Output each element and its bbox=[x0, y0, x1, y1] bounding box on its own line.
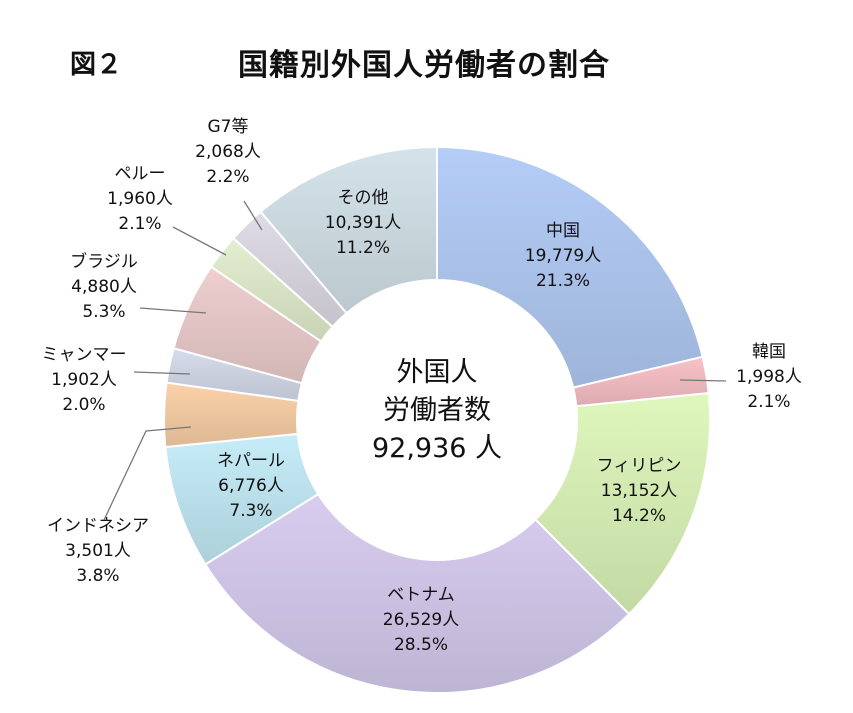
center-line-2: 労働者数 bbox=[383, 395, 491, 426]
slices-group bbox=[163, 145, 711, 694]
slice-label-pct-6: 3.8% bbox=[76, 566, 119, 586]
slice-label-count-2: 1,998人 bbox=[736, 367, 802, 387]
center-line-3: 92,936 人 bbox=[372, 433, 502, 464]
slice-label-count-9: 1,960人 bbox=[107, 189, 173, 209]
slice-label-count-7: 1,902人 bbox=[51, 370, 117, 390]
figure-number: 図２ bbox=[70, 50, 123, 80]
slice-label-name-3: フィリピン bbox=[597, 456, 682, 476]
slice-label-name-7: ミャンマー bbox=[42, 345, 127, 365]
slice-4 bbox=[203, 492, 631, 694]
slice-label-name-4: ベトナム bbox=[387, 585, 455, 605]
chart-title: 国籍別外国人労働者の割合 bbox=[238, 48, 610, 83]
slice-label-pct-4: 28.5% bbox=[394, 635, 448, 655]
leader-line-2 bbox=[679, 379, 727, 382]
slice-label-pct-9: 2.1% bbox=[118, 214, 161, 234]
slice-label-name-1: 中国 bbox=[546, 221, 580, 241]
slice-label-name-8: ブラジル bbox=[70, 251, 138, 272]
slice-label-pct-2: 2.1% bbox=[747, 392, 790, 412]
slice-label-pct-1: 21.3% bbox=[536, 271, 590, 291]
slice-label-count-6: 3,501人 bbox=[65, 541, 131, 561]
slice-label-name-9: ペルー bbox=[115, 164, 166, 184]
leader-line-6 bbox=[103, 426, 192, 521]
slice-label-name-5: ネパール bbox=[217, 451, 285, 471]
slice-label-name-11: その他 bbox=[338, 188, 389, 208]
leader-lines bbox=[103, 200, 727, 521]
slice-label-count-11: 10,391人 bbox=[325, 213, 401, 233]
slice-1 bbox=[436, 145, 704, 389]
slice-label-pct-3: 14.2% bbox=[612, 506, 666, 526]
leader-line-7 bbox=[133, 371, 191, 375]
slice-label-name-6: インドネシア bbox=[47, 516, 149, 536]
slice-label-pct-5: 7.3% bbox=[229, 501, 272, 521]
slice-label-count-4: 26,529人 bbox=[383, 610, 459, 630]
leader-line-9 bbox=[172, 226, 227, 256]
slice-label-pct-7: 2.0% bbox=[62, 395, 105, 415]
slice-label-pct-11: 11.2% bbox=[336, 238, 390, 258]
center-line-1: 外国人 bbox=[397, 357, 478, 388]
slice-label-name-10: G7等 bbox=[208, 117, 249, 137]
slice-label-count-1: 19,779人 bbox=[525, 246, 601, 266]
slice-label-count-5: 6,776人 bbox=[218, 476, 284, 496]
leader-line-10 bbox=[243, 200, 263, 231]
leader-line-8 bbox=[139, 307, 207, 314]
slice-label-name-2: 韓国 bbox=[752, 342, 786, 362]
slice-label-count-10: 2,068人 bbox=[195, 142, 261, 162]
slice-3 bbox=[534, 392, 711, 616]
slice-label-pct-8: 5.3% bbox=[82, 302, 125, 322]
slice-label-count-8: 4,880人 bbox=[71, 277, 137, 297]
slice-label-count-3: 13,152人 bbox=[601, 481, 677, 501]
slice-labels: 中国 19,779人 21.3% 韓国 1,998人 2.1% フィリピン 13,152人 14… bbox=[42, 117, 802, 655]
slice-label-pct-10: 2.2% bbox=[206, 167, 249, 187]
slice-11 bbox=[259, 145, 438, 315]
